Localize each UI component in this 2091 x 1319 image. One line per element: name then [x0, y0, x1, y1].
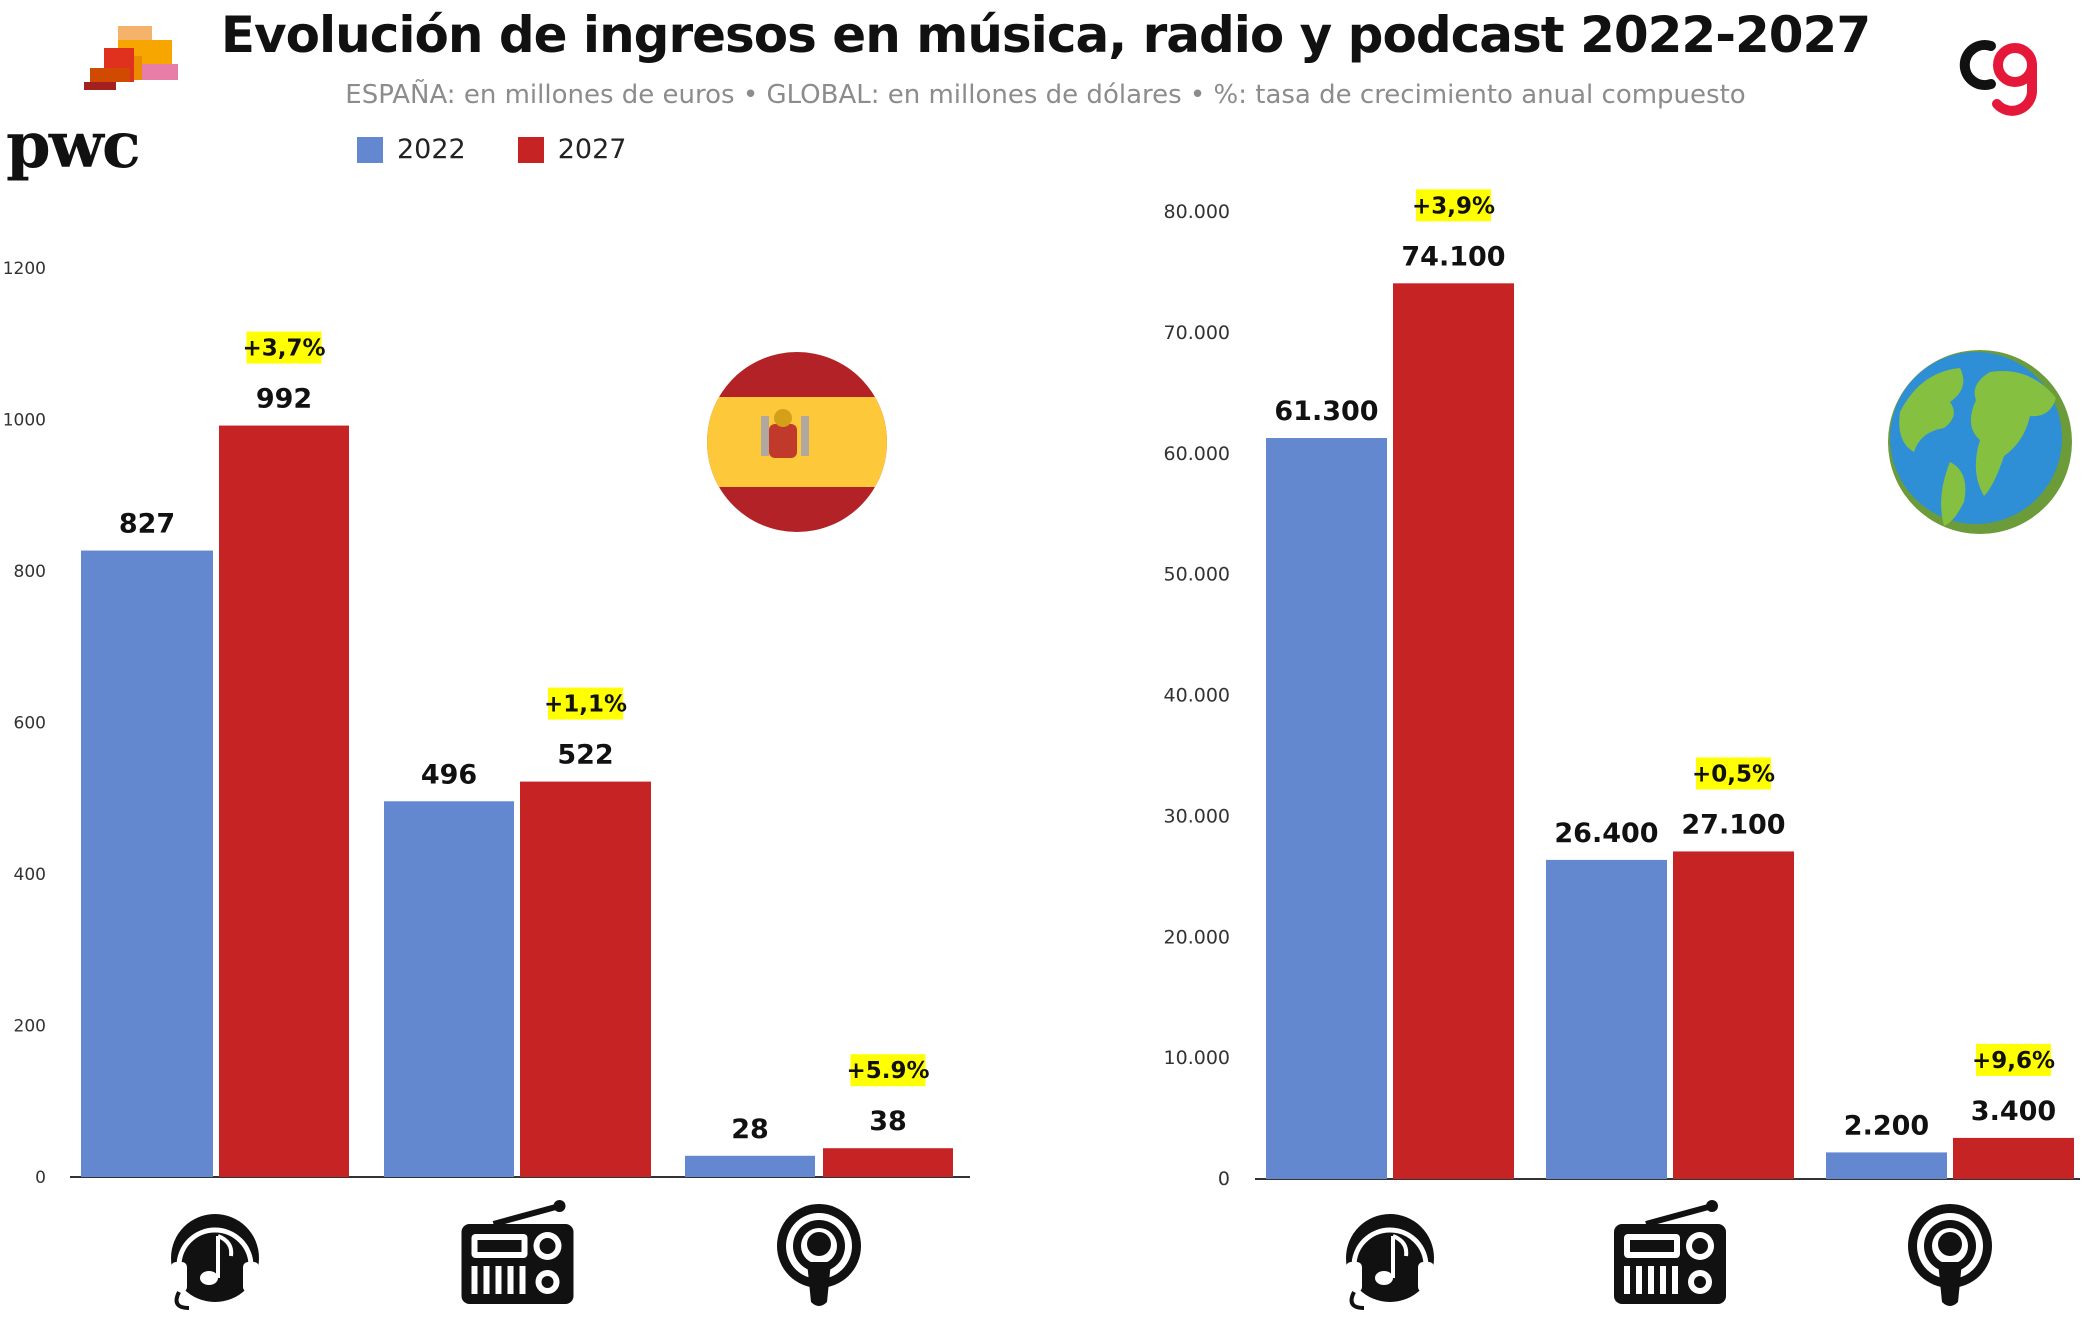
pwc-logo: pwc: [0, 20, 190, 183]
legend-swatch-2022: [357, 136, 383, 163]
pwc-wordmark: pwc: [6, 108, 141, 183]
data-label-2027-radio: 27.100: [1681, 809, 1785, 840]
growth-badge-bg: [246, 331, 322, 364]
bar-2022-radio: [384, 801, 514, 1177]
bar-2027-radio: [520, 781, 651, 1177]
bar-2027-music: [1393, 283, 1514, 1179]
legend-item-2022: 2022: [357, 134, 466, 165]
bar-2022-music: [81, 550, 213, 1177]
data-label-2027-podcast: 3.400: [1971, 1096, 2056, 1127]
brand-logo: [1945, 26, 2045, 116]
y-tick-label: 60.000: [1164, 443, 1230, 465]
podcast-icon: [1908, 1204, 1992, 1306]
growth-badge-radio: +0,5%: [1692, 761, 1775, 787]
bar-2027-podcast: [823, 1148, 953, 1177]
y-tick-label: 40.000: [1164, 685, 1230, 707]
bar-2022-music: [1266, 438, 1387, 1179]
growth-badge-podcast: +9,6%: [1972, 1048, 2055, 1074]
growth-badge-bg: [548, 687, 623, 720]
y-tick-label: 1000: [3, 411, 46, 431]
spain-flag-icon: [707, 352, 887, 532]
data-label-2027-music: 992: [256, 384, 312, 415]
y-tick-label: 80.000: [1164, 201, 1230, 223]
bar-2027-radio: [1673, 851, 1794, 1179]
data-label-2022-podcast: 28: [731, 1114, 769, 1145]
y-tick-label: 200: [14, 1017, 46, 1037]
y-tick-label: 70.000: [1164, 322, 1230, 344]
bar-2022-radio: [1546, 859, 1667, 1179]
y-tick-label: 10.000: [1164, 1047, 1230, 1069]
y-tick-label: 1200: [3, 259, 46, 279]
y-tick-label: 400: [14, 865, 46, 885]
bar-2027-music: [219, 425, 349, 1177]
bar-2022-podcast: [685, 1155, 815, 1177]
growth-badge-music: +3,9%: [1412, 193, 1495, 219]
y-tick-label: 30.000: [1164, 805, 1230, 827]
growth-badge-podcast: +5.9%: [846, 1058, 929, 1084]
y-tick-label: 20.000: [1164, 926, 1230, 948]
growth-badge-bg: [1416, 189, 1491, 222]
data-label-2022-radio: 496: [421, 759, 477, 790]
data-label-2022-music: 827: [119, 509, 175, 540]
legend-swatch-2027: [517, 136, 544, 163]
legend-label-2027: 2027: [557, 134, 627, 165]
radio-icon: [1614, 1200, 1726, 1304]
radio-icon: [461, 1200, 574, 1304]
headphones-music-icon: [1346, 1214, 1434, 1310]
y-tick-label: 800: [14, 562, 46, 582]
growth-badge-bg: [850, 1054, 926, 1087]
growth-badge-music: +3,7%: [242, 336, 325, 362]
legend-label-2022: 2022: [397, 134, 466, 165]
globe-icon: [1888, 350, 2072, 534]
bar-2027-podcast: [1953, 1137, 2074, 1179]
y-tick-label: 0: [35, 1168, 46, 1188]
bar-2022-podcast: [1826, 1152, 1947, 1179]
data-label-2022-music: 61.300: [1274, 396, 1378, 427]
data-label-2027-podcast: 38: [869, 1106, 907, 1137]
growth-badge-radio: +1,1%: [544, 692, 627, 718]
podcast-icon: [777, 1204, 861, 1306]
spain-chart-group: 0 200 400 600 800 1000 1200 827 992 +3,7% 496 522 +1…: [3, 259, 970, 1310]
data-label-2027-radio: 522: [557, 740, 613, 771]
legend-item-2027: 2027: [517, 134, 627, 165]
y-tick-label: 50.000: [1164, 564, 1230, 586]
chart-subtitle: ESPAÑA: en millones de euros • GLOBAL: e…: [345, 80, 1746, 110]
chart-title: Evolución de ingresos en música, radio y…: [220, 6, 1871, 64]
data-label-2022-podcast: 2.200: [1844, 1110, 1929, 1141]
cg-logo-icon: [1959, 40, 2037, 116]
y-tick-label: 0: [1218, 1168, 1230, 1190]
pwc-logo-mark: [84, 26, 178, 90]
y-tick-label: 600: [14, 714, 46, 734]
headphones-music-icon: [171, 1214, 259, 1310]
growth-badge-bg: [1696, 757, 1771, 790]
data-label-2022-radio: 26.400: [1554, 818, 1658, 849]
global-chart-group: 0 10.000 20.000 30.000 40.000 50.000 60.000 70.…: [1164, 189, 2080, 1310]
growth-badge-bg: [1976, 1043, 2051, 1076]
legend: 2022 2027: [357, 134, 626, 165]
data-label-2027-music: 74.100: [1401, 241, 1505, 272]
